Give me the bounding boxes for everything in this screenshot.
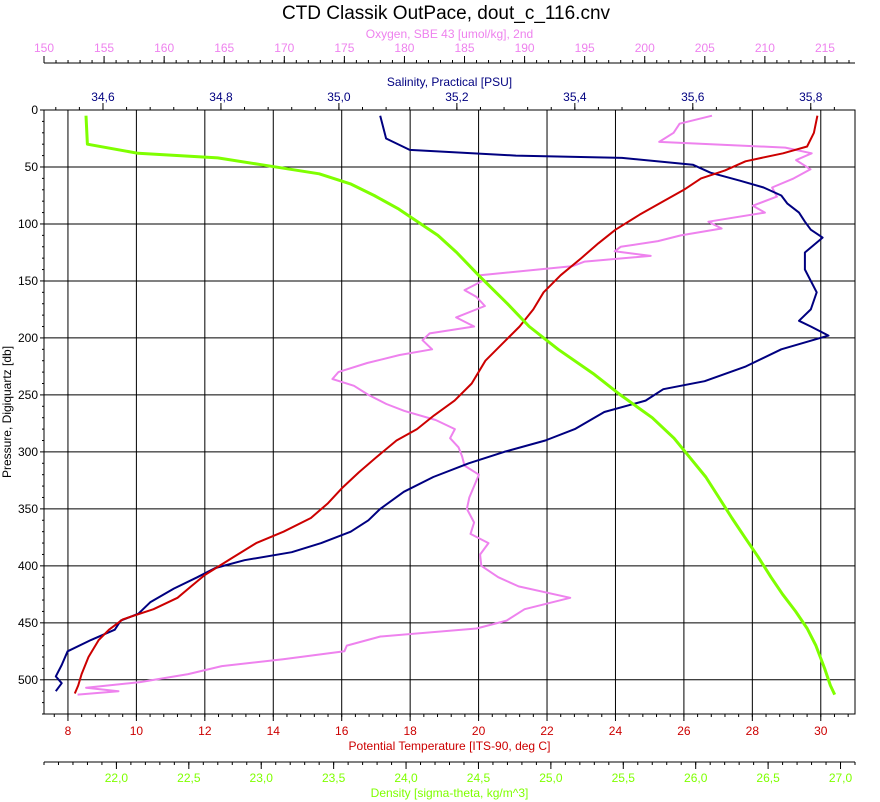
oxygen-tick-label: 195 <box>575 41 595 55</box>
oxygen-tick-label: 150 <box>34 41 54 55</box>
density-tick-label: 22,0 <box>105 771 129 785</box>
y-tick-label: 50 <box>25 160 39 174</box>
oxygen-tick-label: 160 <box>154 41 174 55</box>
y-tick-label: 200 <box>18 331 38 345</box>
y-tick-label: 100 <box>18 217 38 231</box>
density-tick-label: 24,0 <box>394 771 418 785</box>
oxygen-tick-label: 185 <box>455 41 475 55</box>
oxygen-axis: 150 155 160 165 170 175 180 185 190 195 200 205 210 2… <box>34 27 855 64</box>
density-tick-label: 26,0 <box>684 771 708 785</box>
y-tick-label: 500 <box>18 673 38 687</box>
density-tick-label: 26,5 <box>756 771 780 785</box>
density-tick-label: 25,5 <box>612 771 636 785</box>
temperature-tick-label: 14 <box>267 724 281 738</box>
oxygen-tick-label: 190 <box>515 41 535 55</box>
temperature-tick-label: 8 <box>65 724 72 738</box>
temperature-tick-label: 30 <box>814 724 828 738</box>
temperature-profile-line <box>73 115 819 694</box>
density-profile-line <box>84 115 837 696</box>
oxygen-tick-label: 175 <box>334 41 354 55</box>
density-tick-label: 23,0 <box>250 771 274 785</box>
oxygen-tick-label: 210 <box>755 41 775 55</box>
temperature-tick-label: 10 <box>130 724 144 738</box>
density-tick-label: 23,5 <box>322 771 346 785</box>
density-tick-label: 25,0 <box>539 771 563 785</box>
temperature-tick-label: 24 <box>609 724 623 738</box>
density-axis: 22,0 22,5 23,0 23,5 24,0 24,5 25,0 25,5 26,0 26,5… <box>43 761 856 800</box>
oxygen-axis-label: Oxygen, SBE 43 [umol/kg], 2nd <box>366 27 533 41</box>
plot-frame <box>43 109 856 715</box>
plot-grid <box>44 109 855 714</box>
salinity-profile-line <box>54 115 830 692</box>
y-tick-label: 0 <box>31 103 38 117</box>
salinity-tick-label: 35,8 <box>799 90 823 104</box>
temperature-tick-label: 16 <box>335 724 349 738</box>
salinity-tick-label: 35,2 <box>445 90 469 104</box>
pressure-axis: 0 50 100 150 200 250 300 350 400 450 500 Pressure, … <box>0 103 44 715</box>
y-tick-label: 300 <box>18 445 38 459</box>
oxygen-tick-label: 170 <box>274 41 294 55</box>
salinity-axis-label: Salinity, Practical [PSU] <box>387 75 512 89</box>
oxygen-tick-label: 215 <box>815 41 835 55</box>
x-axes: 150 155 160 165 170 175 180 185 190 195 200 205 210 2… <box>34 27 856 800</box>
y-tick-label: 400 <box>18 559 38 573</box>
salinity-tick-label: 35,0 <box>327 90 351 104</box>
temperature-tick-label: 26 <box>677 724 691 738</box>
oxygen-tick-label: 180 <box>394 41 414 55</box>
temperature-tick-label: 28 <box>746 724 760 738</box>
salinity-tick-label: 34,6 <box>91 90 115 104</box>
salinity-tick-label: 35,6 <box>681 90 705 104</box>
oxygen-tick-label: 165 <box>214 41 234 55</box>
temperature-axis-label: Potential Temperature [ITS-90, deg C] <box>349 739 551 753</box>
salinity-axis: 34,6 34,8 35,0 35,2 35,4 35,6 35,8 Salinity, Pr… <box>55 75 835 110</box>
temperature-tick-label: 18 <box>403 724 417 738</box>
oxygen-tick-label: 155 <box>94 41 114 55</box>
y-axis-label: Pressure, Digiquartz [db] <box>0 346 14 478</box>
salinity-tick-label: 34,8 <box>209 90 233 104</box>
y-tick-label: 450 <box>18 616 38 630</box>
salinity-tick-label: 35,4 <box>563 90 587 104</box>
density-tick-label: 22,5 <box>177 771 201 785</box>
oxygen-profile-line <box>77 114 813 696</box>
oxygen-tick-label: 200 <box>635 41 655 55</box>
y-tick-label: 350 <box>18 502 38 516</box>
density-tick-label: 27,0 <box>829 771 853 785</box>
temperature-tick-label: 22 <box>540 724 554 738</box>
temperature-tick-label: 20 <box>472 724 486 738</box>
temperature-tick-label: 12 <box>198 724 212 738</box>
density-axis-label: Density [sigma-theta, kg/m^3] <box>371 786 529 800</box>
temperature-axis: 8 10 12 14 16 18 20 22 24 26 28 30 Potential Tempera… <box>53 714 849 753</box>
density-tick-label: 24,5 <box>467 771 491 785</box>
oxygen-tick-label: 205 <box>695 41 715 55</box>
chart-title: CTD Classik OutPace, dout_c_116.cnv <box>282 3 611 24</box>
y-tick-label: 250 <box>18 388 38 402</box>
y-tick-label: 150 <box>18 274 38 288</box>
series-layer <box>54 114 837 696</box>
